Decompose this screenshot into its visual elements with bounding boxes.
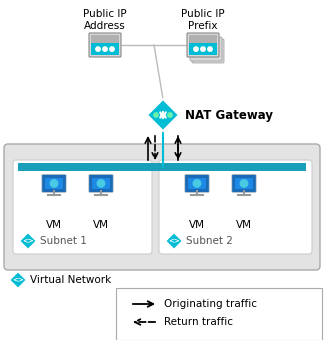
Text: VM: VM bbox=[46, 220, 62, 230]
FancyBboxPatch shape bbox=[4, 144, 320, 270]
Polygon shape bbox=[10, 272, 26, 288]
Text: Subnet 2: Subnet 2 bbox=[186, 236, 233, 246]
Circle shape bbox=[240, 180, 248, 187]
Polygon shape bbox=[20, 233, 36, 249]
Text: <>: <> bbox=[22, 238, 34, 244]
Text: VM: VM bbox=[236, 220, 252, 230]
Circle shape bbox=[50, 180, 58, 187]
FancyBboxPatch shape bbox=[192, 39, 224, 63]
FancyBboxPatch shape bbox=[235, 178, 253, 189]
Circle shape bbox=[96, 47, 100, 51]
FancyBboxPatch shape bbox=[91, 44, 119, 55]
Circle shape bbox=[194, 47, 198, 51]
Circle shape bbox=[103, 47, 107, 51]
Text: NAT Gateway: NAT Gateway bbox=[185, 108, 273, 121]
Circle shape bbox=[193, 180, 201, 187]
FancyBboxPatch shape bbox=[13, 160, 152, 254]
FancyBboxPatch shape bbox=[89, 174, 113, 192]
Polygon shape bbox=[166, 233, 182, 249]
FancyBboxPatch shape bbox=[187, 33, 219, 57]
FancyBboxPatch shape bbox=[116, 288, 322, 340]
Text: Originating traffic: Originating traffic bbox=[164, 299, 257, 309]
Circle shape bbox=[208, 47, 212, 51]
FancyBboxPatch shape bbox=[232, 174, 256, 192]
Text: VM: VM bbox=[93, 220, 109, 230]
FancyBboxPatch shape bbox=[91, 35, 119, 44]
Text: VM: VM bbox=[189, 220, 205, 230]
Circle shape bbox=[201, 47, 205, 51]
FancyBboxPatch shape bbox=[188, 178, 206, 189]
FancyBboxPatch shape bbox=[189, 35, 217, 44]
FancyBboxPatch shape bbox=[42, 174, 66, 192]
Text: <>: <> bbox=[168, 238, 180, 244]
FancyBboxPatch shape bbox=[18, 163, 306, 171]
Circle shape bbox=[154, 113, 158, 117]
Text: Virtual Network: Virtual Network bbox=[30, 275, 111, 285]
Text: Return traffic: Return traffic bbox=[164, 317, 233, 327]
FancyBboxPatch shape bbox=[89, 33, 121, 57]
Circle shape bbox=[168, 113, 172, 117]
Polygon shape bbox=[147, 99, 179, 131]
Circle shape bbox=[97, 180, 105, 187]
Text: Subnet 1: Subnet 1 bbox=[40, 236, 87, 246]
FancyBboxPatch shape bbox=[45, 178, 63, 189]
FancyBboxPatch shape bbox=[92, 178, 110, 189]
Text: <>: <> bbox=[12, 277, 24, 283]
Text: Public IP
Address: Public IP Address bbox=[83, 10, 127, 31]
Text: Public IP
Prefix: Public IP Prefix bbox=[181, 10, 225, 31]
Circle shape bbox=[110, 47, 114, 51]
FancyBboxPatch shape bbox=[159, 160, 312, 254]
FancyBboxPatch shape bbox=[189, 44, 217, 55]
FancyBboxPatch shape bbox=[190, 37, 222, 61]
FancyBboxPatch shape bbox=[185, 174, 209, 192]
